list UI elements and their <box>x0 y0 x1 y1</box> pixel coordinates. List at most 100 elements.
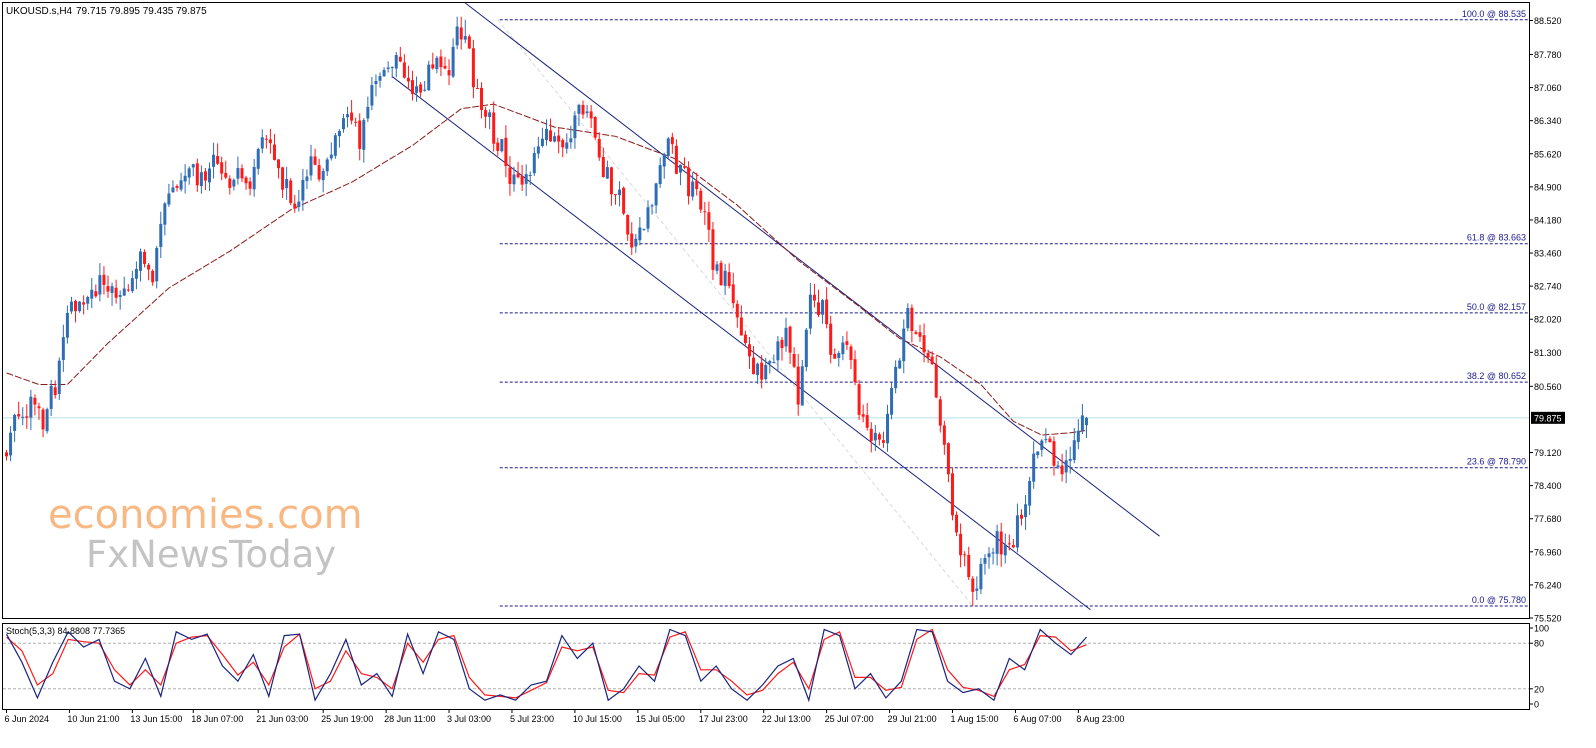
candle <box>1060 453 1064 482</box>
candle <box>228 175 232 195</box>
candle <box>536 136 540 159</box>
candle <box>49 379 53 417</box>
candle <box>406 65 410 89</box>
candle-body <box>808 294 812 329</box>
candle-body <box>281 167 285 190</box>
price-tag-box <box>1531 411 1565 424</box>
candle <box>784 317 788 352</box>
candle-body <box>163 203 167 225</box>
candle-body <box>301 179 305 201</box>
candle <box>524 164 528 197</box>
candle-body <box>386 67 390 69</box>
candle <box>898 357 902 369</box>
candle-body <box>605 167 609 179</box>
candle-body <box>756 363 760 376</box>
candle-body <box>1020 514 1023 519</box>
stochastic-layer <box>3 628 1529 703</box>
candle-body <box>869 428 873 441</box>
symbol-label: UKOUSD.s,H4 <box>6 6 73 17</box>
candle <box>1015 503 1019 553</box>
candle <box>857 380 861 420</box>
candle-body <box>415 86 419 93</box>
candle <box>191 163 195 177</box>
candle-body <box>764 364 768 380</box>
candle-body <box>906 308 910 329</box>
candle <box>678 164 682 186</box>
candle <box>402 54 406 79</box>
candle <box>711 221 715 281</box>
candle <box>780 337 784 361</box>
candle <box>938 395 942 433</box>
candle-body <box>232 179 236 187</box>
candle <box>723 264 727 296</box>
candle-body <box>110 286 114 293</box>
candle <box>1020 509 1023 526</box>
candle-body <box>662 154 666 167</box>
candle <box>285 166 289 200</box>
candle <box>224 160 228 179</box>
candle-body <box>419 84 423 93</box>
candle <box>995 524 999 566</box>
candle <box>963 551 967 567</box>
candle-body <box>398 56 402 62</box>
candle <box>333 132 337 159</box>
candle-body <box>752 357 756 375</box>
candle <box>90 277 94 308</box>
candle-body <box>463 36 467 40</box>
candle <box>484 106 488 129</box>
watermark-economies: economies.com <box>48 492 363 538</box>
candle <box>528 171 532 185</box>
candle-body <box>293 203 297 209</box>
candle-body <box>959 533 963 556</box>
candle <box>37 402 41 420</box>
candle-body <box>228 178 232 188</box>
candle-body <box>1056 465 1060 467</box>
candle <box>922 323 926 363</box>
candle <box>488 109 492 130</box>
candle <box>772 354 776 364</box>
stochastic-tick-label: 20 <box>1534 684 1544 694</box>
candle <box>236 156 240 185</box>
candle-body <box>443 65 447 69</box>
candle-body <box>845 341 849 345</box>
candle <box>65 305 69 344</box>
candle-body <box>435 57 439 70</box>
candle-body <box>841 342 845 355</box>
candle-body <box>691 181 695 197</box>
candle <box>175 184 179 192</box>
candle-body <box>922 335 926 353</box>
candle-body <box>1072 440 1076 461</box>
candle-body <box>467 36 471 49</box>
candle-body <box>167 193 171 205</box>
time-tick-label: 25 Jun 19:00 <box>321 714 373 724</box>
candle-body <box>122 288 126 296</box>
candle-body <box>536 146 540 154</box>
candle-body <box>796 366 800 405</box>
candle-body <box>991 552 995 554</box>
candle-body <box>622 187 626 214</box>
candle-body <box>471 48 475 88</box>
price-tick-label: 75.520 <box>1534 614 1562 624</box>
candle-body <box>337 131 341 137</box>
time-tick-label: 3 Jul 03:00 <box>447 714 491 724</box>
candle <box>890 382 894 420</box>
candle-body <box>277 159 281 169</box>
candle-body <box>654 183 658 206</box>
fibonacci-layer: 100.0 @ 88.535 61.8 @ 83.663 50.0 @ 82.157… <box>497 9 1529 607</box>
candle <box>841 336 845 361</box>
candle <box>849 344 853 370</box>
candle-body <box>760 362 764 380</box>
candle-body <box>106 286 110 292</box>
candle <box>21 407 25 426</box>
candle-body <box>687 167 691 197</box>
candle <box>94 284 98 298</box>
time-tick-label: 25 Jul 07:00 <box>825 714 874 724</box>
candle <box>504 125 508 178</box>
candle <box>212 142 216 179</box>
candle-body <box>723 270 727 286</box>
candle-body <box>731 284 735 304</box>
candle <box>82 295 86 315</box>
price-tick-label: 77.680 <box>1534 514 1562 524</box>
candle-body <box>264 138 268 140</box>
